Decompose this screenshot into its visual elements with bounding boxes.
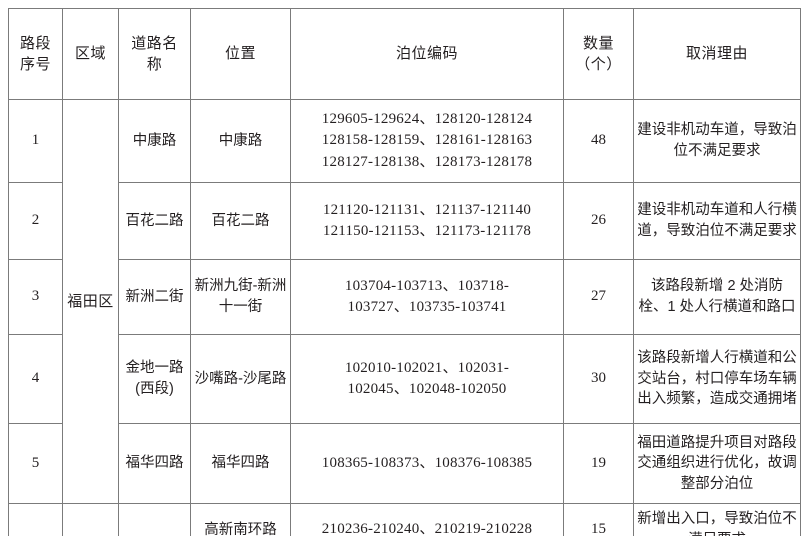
cell-sequence: 4 — [8, 334, 63, 424]
table-header: 路段 序号 区域 道路名 称 位置 泊位编码 — [8, 8, 801, 100]
berth-code-line: 128158-128159、128161-128163 — [321, 132, 533, 149]
parking-cancellation-table: 路段 序号 区域 道路名 称 位置 泊位编码 — [8, 8, 801, 536]
cell-sequence: 5 — [8, 423, 63, 504]
cell-region — [62, 503, 119, 536]
berth-code-line: 121150-121153、121173-121178 — [322, 223, 532, 239]
cell-cancel-reason: 福田道路提升项目对路段交通组织进行优化，故调整部分泊位 — [633, 423, 801, 504]
column-header-road-name-line2: 称 — [146, 56, 163, 73]
berth-code-line: 108365-108373、108376-108385 — [321, 454, 533, 471]
table-row: 5 福华四路 福华四路 108365-108373、108376-108385 … — [8, 423, 801, 504]
cell-quantity: 15 — [563, 503, 634, 536]
cell-region-merged: 福田区 — [62, 99, 119, 504]
cell-road-name: 中康路 — [118, 99, 191, 183]
berth-code-line: 121120-121131、121137-121140 — [322, 201, 532, 218]
table-row: 4 金地一路(西段) 沙嘴路-沙尾路 102010-102021、102031-… — [8, 334, 801, 424]
cell-berth-code: 103704-103713、103718- 103727、103735-1037… — [290, 259, 564, 335]
berth-code-line: 102010-102021、102031- — [344, 359, 510, 376]
cell-quantity: 19 — [563, 423, 634, 504]
column-header-quantity-line1: 数量 — [582, 34, 614, 52]
cell-cancel-reason: 建设非机动车道和人行横道，导致泊位不满足要求 — [633, 182, 801, 260]
column-header-berth-code-label: 泊位编码 — [395, 45, 458, 63]
cell-berth-code: 210236-210240、210219-210228 — [290, 503, 564, 536]
parking-cancellation-table-wrapper: 路段 序号 区域 道路名 称 位置 泊位编码 — [8, 8, 801, 536]
berth-code-line: 103727、103735-103741 — [347, 299, 507, 315]
cell-road-name: 高新南 — [118, 503, 191, 536]
header-row: 路段 序号 区域 道路名 称 位置 泊位编码 — [8, 8, 801, 100]
column-header-road-name: 道路名 称 — [118, 8, 191, 100]
cell-berth-code: 102010-102021、102031- 102045、102048-1020… — [290, 334, 564, 424]
cell-road-name: 金地一路(西段) — [118, 334, 191, 424]
cell-berth-code: 108365-108373、108376-108385 — [290, 423, 564, 504]
cell-location: 百花二路 — [190, 182, 291, 260]
column-header-location-label: 位置 — [224, 45, 256, 63]
cell-berth-code: 129605-129624、128120-128124 128158-12815… — [290, 99, 564, 183]
cell-cancel-reason: 该路段新增人行横道和公交站台，村口停车场车辆出入频繁，造成交通拥堵 — [633, 334, 801, 424]
table-body: 1 福田区 中康路 中康路 129605-129624、128120-12812… — [8, 99, 801, 536]
cell-location: 沙嘴路-沙尾路 — [190, 334, 291, 424]
cell-cancel-reason: 该路段新增 2 处消防栓、1 处人行横道和路口 — [633, 259, 801, 335]
column-header-berth-code: 泊位编码 — [290, 8, 564, 100]
cell-cancel-reason: 建设非机动车道，导致泊位不满足要求 — [633, 99, 801, 183]
column-header-cancel-reason-label: 取消理由 — [685, 45, 748, 63]
column-header-location: 位置 — [190, 8, 291, 100]
berth-code-line: 128127-128138、128173-128178 — [321, 153, 533, 170]
cell-sequence: 2 — [8, 182, 63, 260]
cell-road-name: 福华四路 — [118, 423, 191, 504]
cell-quantity: 30 — [563, 334, 634, 424]
column-header-road-name-line1: 道路名 — [131, 34, 178, 52]
table-row-partial: 高新南 高新南环路 210236-210240、210219-210228 15… — [8, 503, 801, 536]
cell-sequence — [8, 503, 63, 536]
column-header-quantity-line2: （个） — [575, 56, 622, 73]
column-header-cancel-reason: 取消理由 — [633, 8, 801, 100]
berth-code-line: 129605-129624、128120-128124 — [321, 111, 533, 128]
berth-code-line: 102045、102048-102050 — [347, 381, 507, 397]
berth-code-line: 210236-210240、210219-210228 — [321, 521, 533, 536]
column-header-sequence-line2: 序号 — [19, 56, 51, 73]
cell-location: 新洲九街-新洲十一街 — [190, 259, 291, 335]
column-header-region-label: 区域 — [74, 45, 106, 63]
table-row: 3 新洲二街 新洲九街-新洲十一街 103704-103713、103718- … — [8, 259, 801, 335]
cell-sequence: 3 — [8, 259, 63, 335]
cell-sequence: 1 — [8, 99, 63, 183]
cell-quantity: 48 — [563, 99, 634, 183]
cell-location: 高新南环路 — [190, 503, 291, 536]
berth-code-line: 103704-103713、103718- — [344, 277, 510, 294]
cell-location: 福华四路 — [190, 423, 291, 504]
table-row: 2 百花二路 百花二路 121120-121131、121137-121140 … — [8, 182, 801, 260]
cell-location: 中康路 — [190, 99, 291, 183]
table-row: 1 福田区 中康路 中康路 129605-129624、128120-12812… — [8, 99, 801, 504]
cell-berth-code: 121120-121131、121137-121140 121150-12115… — [290, 182, 564, 260]
cell-road-name: 百花二路 — [118, 182, 191, 260]
column-header-sequence-line1: 路段 — [19, 34, 51, 52]
cell-quantity: 26 — [563, 182, 634, 260]
cell-quantity: 27 — [563, 259, 634, 335]
cell-road-name: 新洲二街 — [118, 259, 191, 335]
cell-cancel-reason: 新增出入口，导致泊位不满足要求 — [633, 503, 801, 536]
column-header-region: 区域 — [62, 8, 119, 100]
column-header-sequence: 路段 序号 — [8, 8, 63, 100]
column-header-quantity: 数量 （个） — [563, 8, 634, 100]
